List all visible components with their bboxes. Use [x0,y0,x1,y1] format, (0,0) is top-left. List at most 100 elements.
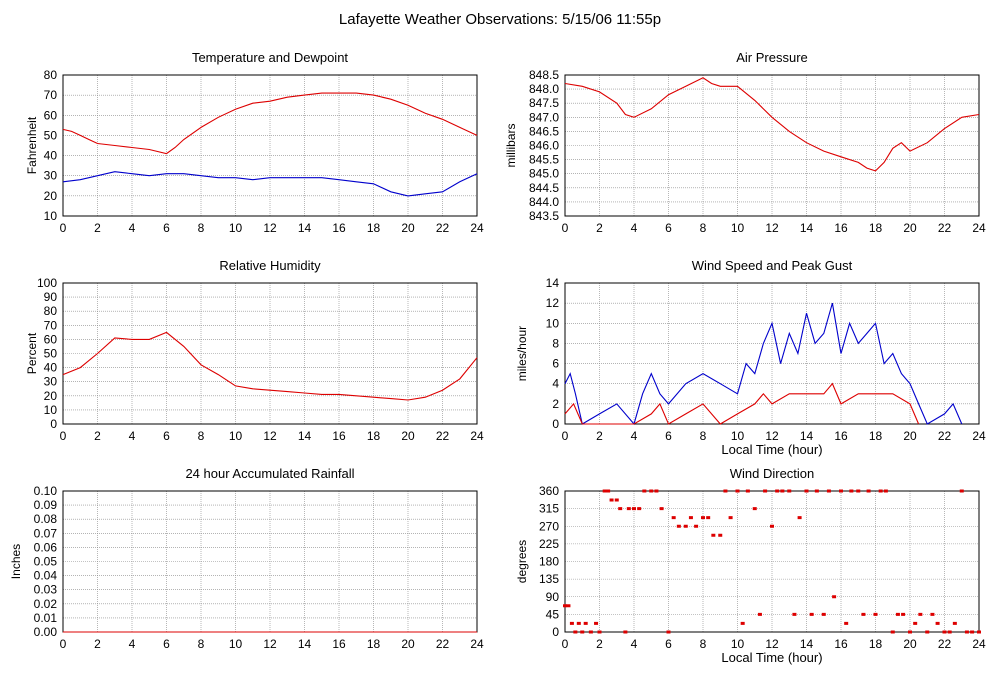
direction-ytick-label: 360 [539,484,559,498]
direction-xtick-label: 12 [765,637,779,651]
direction-point [918,612,923,616]
direction-point [809,612,814,616]
humidity-ytick-label: 50 [44,347,58,361]
wind-xtick-label: 4 [631,429,638,443]
direction-point [614,498,619,502]
wind-xtick-label: 6 [665,429,672,443]
direction-point [597,630,602,634]
direction-point [718,533,723,537]
rain-ytick-label: 0.05 [34,555,58,569]
direction-point [711,533,716,537]
humidity-title: Relative Humidity [219,258,321,273]
direction-xtick-label: 14 [800,637,814,651]
direction-xtick-label: 6 [665,637,672,651]
direction-xtick-label: 24 [972,637,986,651]
rain-xtick-label: 22 [436,637,450,651]
rain-title: 24 hour Accumulated Rainfall [185,466,354,481]
temp-series-line-0 [62,92,478,155]
direction-point [814,489,819,493]
temp-xtick-label: 16 [332,221,346,235]
direction-point [723,489,728,493]
humidity-ytick-label: 30 [44,375,58,389]
pressure-ytick-label: 845.0 [529,167,559,181]
pressure-xtick-label: 0 [562,221,569,235]
humidity-xtick-label: 14 [298,429,312,443]
wind-ytick-label: 8 [552,336,559,350]
direction-ytick-label: 90 [546,590,560,604]
rain-xtick-label: 12 [263,637,277,651]
direction-point [683,524,688,528]
wind-xtick-label: 2 [596,429,603,443]
rain-xtick-label: 16 [332,637,346,651]
temp-ylabel: Fahrenheit [25,116,39,174]
pressure-plot-frame [564,74,980,217]
direction-point [642,489,647,493]
rain-ytick-label: 0.10 [34,484,58,498]
direction-ytick-label: 45 [546,607,560,621]
rain-xtick-label: 14 [298,637,312,651]
direction-xtick-label: 16 [834,637,848,651]
direction-point [618,507,623,511]
pressure-ytick-label: 848.0 [529,82,559,96]
direction-point [740,621,745,625]
wind-series-line-0 [564,302,963,426]
direction-point [890,630,895,634]
direction-point [964,630,969,634]
direction-ylabel: degrees [515,540,529,583]
direction-point [763,489,768,493]
rain-xtick-label: 18 [367,637,381,651]
pressure-ylabel: millibars [504,123,518,167]
temp-ytick-label: 60 [44,108,58,122]
direction-xtick-label: 10 [731,637,745,651]
humidity-xtick-label: 24 [470,429,484,443]
direction-point [728,516,733,520]
wind-xtick-label: 8 [700,429,707,443]
temp-xtick-label: 22 [436,221,450,235]
temp-ytick-label: 80 [44,68,58,82]
humidity-xtick-label: 8 [198,429,205,443]
rain-xtick-label: 0 [60,637,67,651]
direction-ytick-label: 270 [539,519,559,533]
rain-xtick-label: 6 [163,637,170,651]
direction-point [580,630,585,634]
wind-xtick-label: 16 [834,429,848,443]
pressure-ytick-label: 845.5 [529,153,559,167]
pressure-xtick-label: 18 [869,221,883,235]
direction-point [649,489,654,493]
direction-point [566,604,571,608]
humidity-ylabel: Percent [25,332,39,374]
humidity-xtick-label: 22 [436,429,450,443]
direction-point [623,630,628,634]
humidity-xtick-label: 6 [163,429,170,443]
direction-point [757,612,762,616]
temp-ytick-label: 10 [44,209,58,223]
pressure-xtick-label: 24 [972,221,986,235]
direction-point [935,621,940,625]
temp-xtick-label: 6 [163,221,170,235]
wind-xtick-label: 12 [765,429,779,443]
humidity-ytick-label: 100 [37,276,57,290]
direction-ytick-label: 315 [539,502,559,516]
direction-xtick-label: 8 [700,637,707,651]
rain-ytick-label: 0.06 [34,540,58,554]
direction-ytick-label: 135 [539,572,559,586]
direction-point [594,621,599,625]
rain-xtick-label: 4 [129,637,136,651]
direction-point [959,489,964,493]
direction-point [797,516,802,520]
temp-ytick-label: 20 [44,189,58,203]
temp-xtick-label: 0 [60,221,67,235]
humidity-xtick-label: 20 [401,429,415,443]
direction-point [925,630,930,634]
humidity-xtick-label: 10 [229,429,243,443]
humidity-ytick-label: 20 [44,389,58,403]
rain-ytick-label: 0.09 [34,498,58,512]
temp-ytick-label: 70 [44,88,58,102]
temp-xtick-label: 10 [229,221,243,235]
direction-point [576,621,581,625]
direction-point [804,489,809,493]
